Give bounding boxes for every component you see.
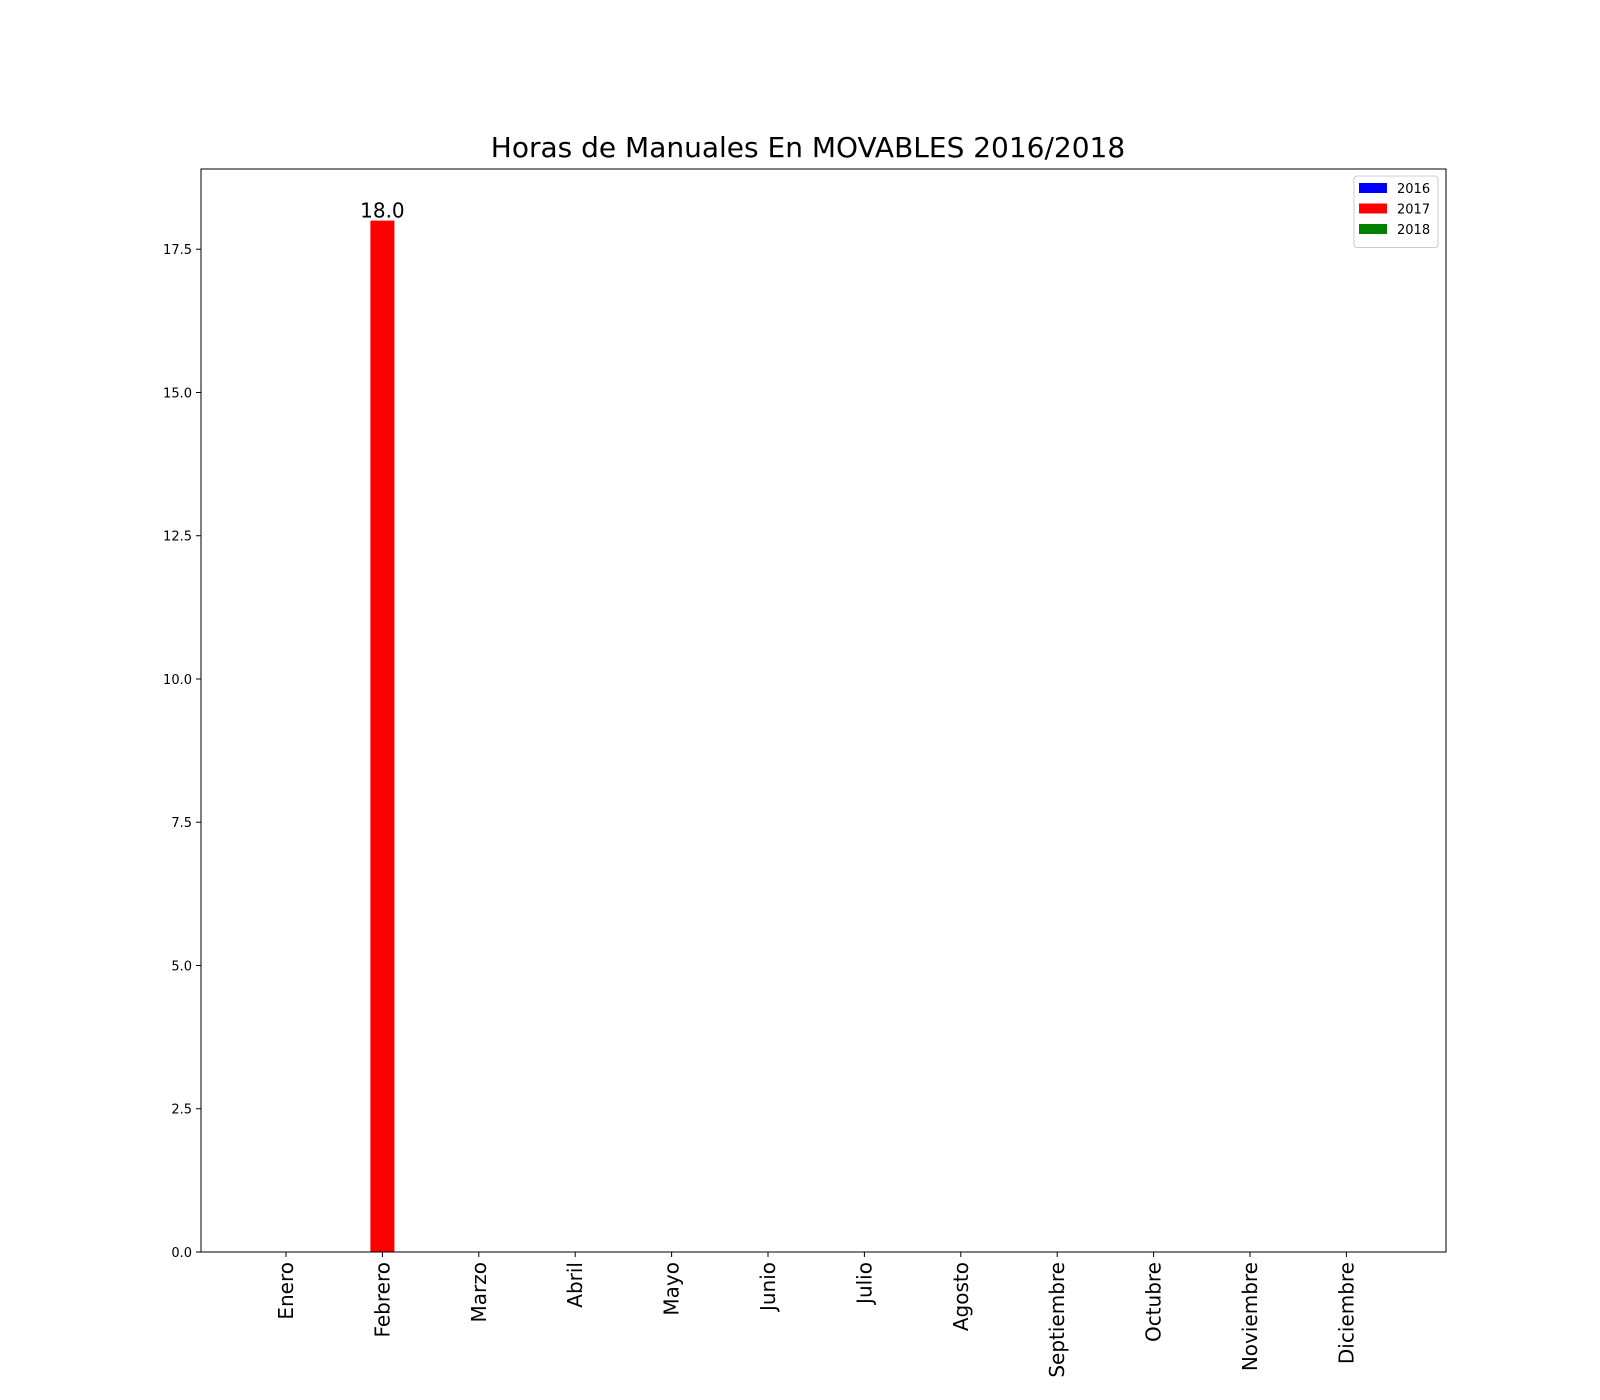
x-tick-label-enero: Enero bbox=[274, 1262, 298, 1320]
x-tick-label-diciembre: Diciembre bbox=[1334, 1262, 1358, 1364]
x-tick-label-octubre: Octubre bbox=[1142, 1262, 1166, 1342]
legend-label-2018: 2018 bbox=[1397, 223, 1430, 238]
x-tick-label-junio: Junio bbox=[756, 1262, 780, 1313]
x-tick-label-abril: Abril bbox=[563, 1262, 587, 1308]
x-tick-label-marzo: Marzo bbox=[467, 1262, 491, 1322]
x-axis: Enero Febrero Marzo Abril Mayo Junio Julio Agos… bbox=[274, 1252, 1358, 1378]
legend-label-2017: 2017 bbox=[1397, 203, 1430, 218]
y-tick-label: 2.5 bbox=[171, 1103, 192, 1118]
legend-label-2016: 2016 bbox=[1397, 182, 1430, 197]
bar-2017-febrero bbox=[370, 220, 395, 1253]
x-tick-label-julio: Julio bbox=[852, 1262, 876, 1306]
x-tick-label-febrero: Febrero bbox=[370, 1262, 394, 1338]
y-tick-label: 17.5 bbox=[163, 243, 192, 258]
x-tick-label-agosto: Agosto bbox=[949, 1262, 973, 1331]
data-labels: 18.0 bbox=[360, 199, 405, 223]
plot-area-frame bbox=[200, 168, 1447, 1253]
y-tick-label: 7.5 bbox=[171, 816, 192, 831]
x-tick-label-mayo: Mayo bbox=[660, 1262, 684, 1316]
y-tick-label: 15.0 bbox=[163, 386, 192, 401]
data-label-2017-febrero: 18.0 bbox=[360, 199, 405, 223]
y-tick-label: 10.0 bbox=[163, 673, 192, 688]
bars-layer bbox=[370, 220, 395, 1253]
x-tick-label-noviembre: Noviembre bbox=[1238, 1262, 1262, 1371]
legend-swatch-2018 bbox=[1359, 224, 1387, 234]
legend-swatch-2016 bbox=[1359, 183, 1387, 193]
y-axis: 0.0 2.5 5.0 7.5 10.0 12.5 15.0 17.5 bbox=[163, 243, 201, 1261]
y-tick-label: 5.0 bbox=[171, 959, 192, 974]
legend-swatch-2017 bbox=[1359, 203, 1387, 214]
y-tick-label: 12.5 bbox=[163, 530, 192, 545]
y-tick-label: 0.0 bbox=[171, 1246, 192, 1261]
x-tick-label-septiembre: Septiembre bbox=[1045, 1262, 1069, 1378]
legend: 2016 2017 2018 bbox=[1353, 175, 1439, 248]
chart-title: Horas de Manuales En MOVABLES 2016/2018 bbox=[491, 131, 1125, 164]
